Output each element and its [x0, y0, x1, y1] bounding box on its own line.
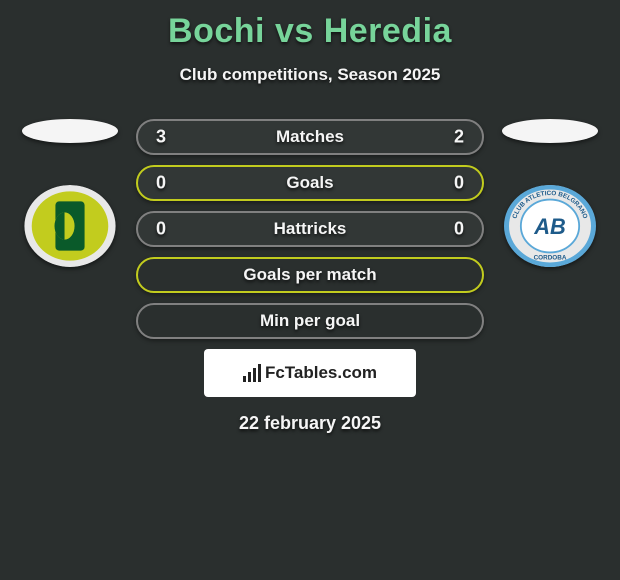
- stat-row-min-per-goal: Min per goal: [136, 303, 484, 339]
- stat-label: Matches: [276, 127, 344, 147]
- brand-text: FcTables.com: [265, 363, 377, 383]
- stat-label: Goals: [286, 173, 333, 193]
- right-oval: [502, 119, 598, 143]
- stat-right-value: 2: [454, 127, 464, 148]
- stats-column: 3 Matches 2 0 Goals 0 0 Hattricks 0 Goal…: [130, 119, 490, 434]
- brand-logo[interactable]: FcTables.com: [204, 349, 416, 397]
- root-container: Bochi vs Heredia Club competitions, Seas…: [0, 0, 620, 442]
- stat-right-value: 0: [454, 219, 464, 240]
- subtitle: Club competitions, Season 2025: [10, 65, 610, 85]
- stat-row-goals: 0 Goals 0: [136, 165, 484, 201]
- stat-left-value: 0: [156, 173, 166, 194]
- stat-right-value: 0: [454, 173, 464, 194]
- main-row: 3 Matches 2 0 Goals 0 0 Hattricks 0 Goal…: [10, 119, 610, 434]
- left-oval: [22, 119, 118, 143]
- chart-icon: [243, 364, 261, 382]
- stat-row-matches: 3 Matches 2: [136, 119, 484, 155]
- stat-label: Goals per match: [243, 265, 376, 285]
- right-team-crest: AB CLUB ATLETICO BELGRANO CORDOBA: [504, 185, 596, 267]
- stat-label: Hattricks: [274, 219, 347, 239]
- crest-left-icon: [24, 185, 116, 267]
- crest-right-icon: AB CLUB ATLETICO BELGRANO CORDOBA: [504, 185, 596, 267]
- stat-row-goals-per-match: Goals per match: [136, 257, 484, 293]
- right-column: AB CLUB ATLETICO BELGRANO CORDOBA: [490, 119, 610, 267]
- stat-left-value: 3: [156, 127, 166, 148]
- left-column: [10, 119, 130, 267]
- svg-text:AB: AB: [533, 214, 566, 239]
- stat-label: Min per goal: [260, 311, 360, 331]
- footer-date: 22 february 2025: [136, 413, 484, 434]
- stat-row-hattricks: 0 Hattricks 0: [136, 211, 484, 247]
- stat-left-value: 0: [156, 219, 166, 240]
- left-team-crest: [24, 185, 116, 267]
- page-title: Bochi vs Heredia: [10, 12, 610, 51]
- svg-text:CORDOBA: CORDOBA: [534, 255, 567, 262]
